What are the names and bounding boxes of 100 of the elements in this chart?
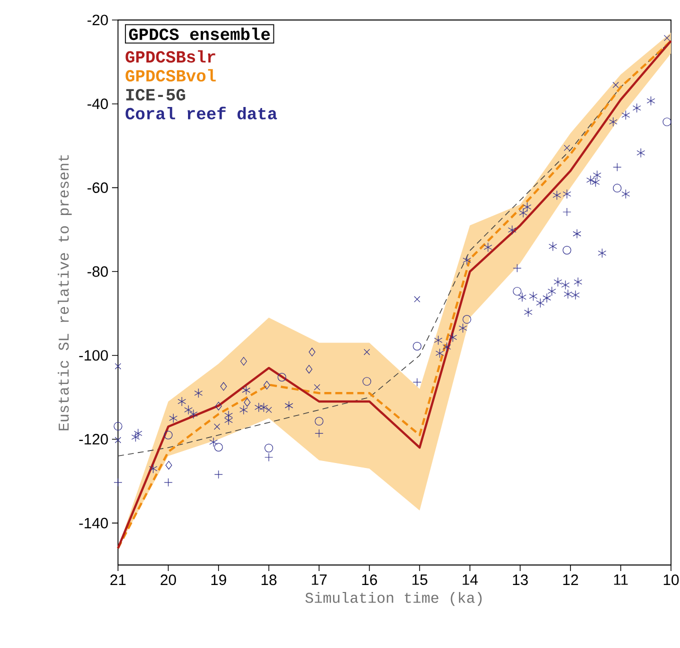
- point: [314, 429, 324, 438]
- text: GPDCSBslr: [126, 50, 216, 63]
- point: [548, 242, 558, 252]
- y-tick-label: -100: [79, 350, 108, 361]
- point: [224, 416, 233, 426]
- point: [608, 117, 618, 127]
- point: [214, 442, 223, 452]
- point: [214, 424, 220, 430]
- point: [240, 356, 247, 366]
- point: [308, 348, 316, 356]
- point: [512, 286, 522, 296]
- y-tick-label: -120: [79, 434, 108, 445]
- point: [508, 225, 516, 235]
- point: [542, 293, 552, 303]
- point: [518, 292, 526, 302]
- point: [264, 380, 270, 390]
- x-tick-label: 13: [513, 574, 528, 586]
- y-tick-label: -80: [88, 266, 108, 277]
- point: [189, 409, 198, 419]
- point: [524, 307, 532, 317]
- point: [574, 277, 582, 287]
- point: [592, 170, 602, 180]
- point: [214, 470, 223, 479]
- point: [662, 118, 672, 126]
- point: [131, 432, 140, 442]
- point: [412, 378, 422, 387]
- point: [612, 82, 619, 88]
- x-tick-label: 19: [211, 574, 226, 586]
- point: [458, 323, 468, 333]
- point: [562, 208, 572, 216]
- point: [448, 332, 458, 342]
- point: [239, 405, 248, 415]
- point: [632, 103, 642, 113]
- point: [561, 280, 570, 290]
- point: [278, 372, 286, 382]
- point: [306, 364, 312, 374]
- point: [664, 34, 670, 42]
- point: [512, 264, 522, 272]
- point: [114, 478, 122, 487]
- point: [622, 110, 630, 120]
- point: [254, 402, 263, 412]
- text: GPDCSBvol: [126, 69, 216, 82]
- point: [114, 422, 122, 431]
- point: [636, 148, 646, 158]
- point: [612, 162, 622, 172]
- point: [284, 400, 294, 410]
- point: [646, 96, 656, 106]
- point: [436, 348, 444, 358]
- point: [612, 184, 622, 192]
- y-tick-label: -20: [88, 14, 108, 26]
- point: [442, 342, 451, 352]
- point: [484, 242, 492, 252]
- point: [194, 388, 203, 398]
- point: [548, 286, 556, 296]
- point: [412, 342, 422, 350]
- point: [178, 396, 186, 406]
- point: [529, 291, 538, 302]
- point: [264, 444, 274, 452]
- point: [114, 436, 122, 444]
- point: [591, 177, 600, 188]
- point: [148, 464, 158, 474]
- point: [242, 385, 250, 395]
- point: [564, 144, 570, 151]
- x-tick-label: 12: [563, 574, 578, 585]
- point: [564, 289, 572, 299]
- point: [314, 416, 324, 426]
- point: [215, 402, 222, 410]
- point: [554, 277, 562, 287]
- point: [414, 296, 420, 302]
- point: [434, 335, 442, 346]
- x-tick-label: 15: [412, 574, 428, 585]
- x-tick-label: 11: [614, 574, 628, 585]
- x-axis-title: Simulation time (ka): [305, 592, 482, 606]
- x-tick-label: 14: [462, 574, 478, 585]
- point: [462, 255, 472, 266]
- point: [244, 398, 250, 407]
- y-tick-label: -40: [88, 98, 108, 110]
- point: [622, 189, 630, 199]
- text: ICE-5G: [126, 88, 186, 100]
- x-tick-label: 16: [362, 574, 378, 586]
- point: [184, 405, 193, 415]
- y-tick-label: -140: [79, 518, 108, 528]
- point: [224, 410, 233, 420]
- point: [536, 298, 544, 308]
- point: [586, 175, 595, 185]
- point: [165, 460, 172, 470]
- point: [364, 348, 370, 356]
- point: [164, 478, 173, 487]
- point: [519, 208, 528, 218]
- x-tick-label: 10: [664, 574, 679, 586]
- legend-title: GPDCS ensemble: [129, 28, 270, 40]
- point: [523, 202, 532, 212]
- y-tick-label: -60: [88, 182, 108, 193]
- point: [209, 437, 218, 447]
- point: [314, 384, 320, 390]
- point: [598, 248, 606, 258]
- point: [571, 290, 580, 300]
- text: Coral reef data: [126, 106, 277, 120]
- point: [114, 363, 122, 370]
- point: [164, 430, 173, 440]
